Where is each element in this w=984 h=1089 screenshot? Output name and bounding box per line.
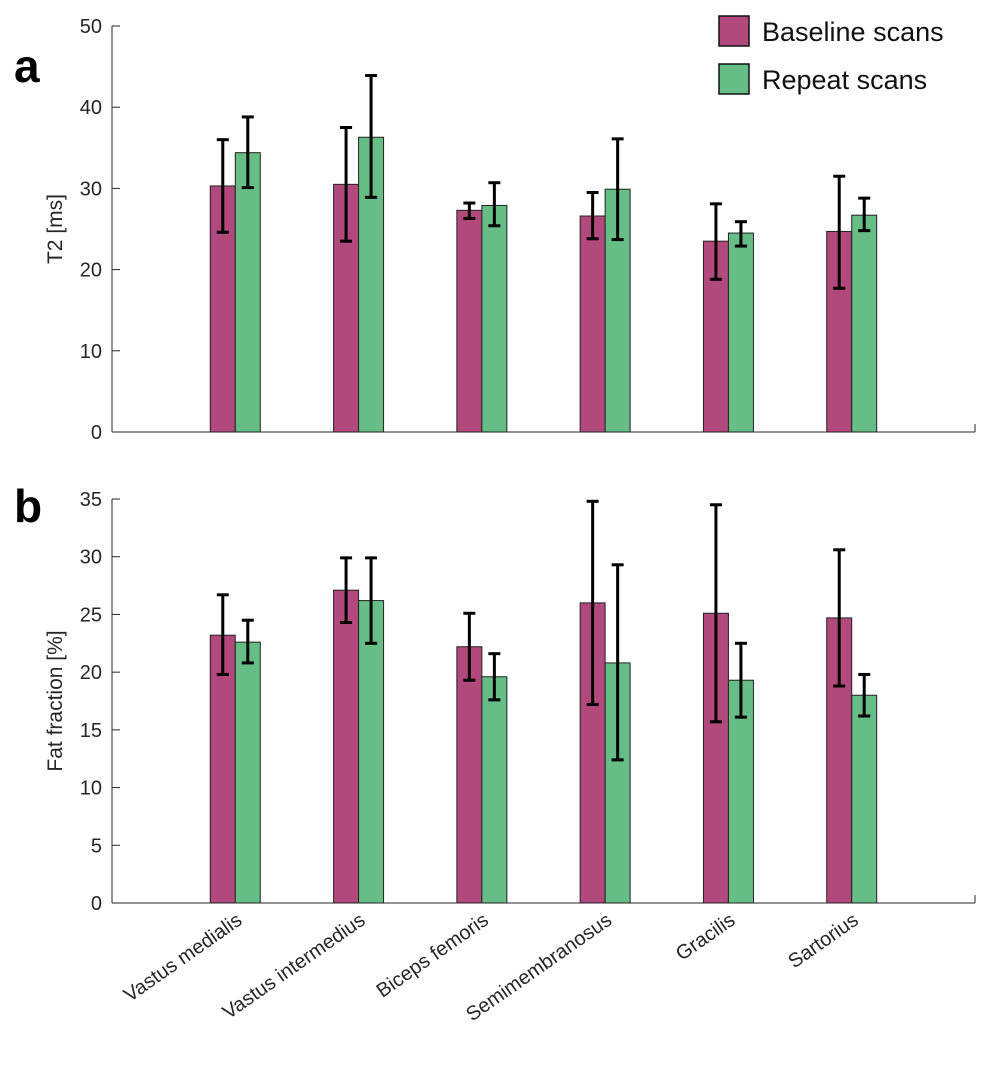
bar-baseline — [333, 589, 360, 904]
bar-repeat — [481, 204, 508, 433]
y-tick-label: 40 — [80, 97, 102, 119]
bar-repeat — [851, 694, 878, 904]
panel-label: b — [14, 480, 42, 532]
legend: Baseline scans Repeat scans — [718, 15, 944, 95]
chart-panel-a: 0 10 20 30 40 50 T2 [ms] a — [14, 16, 976, 444]
x-tick-label: Gracilis — [672, 909, 739, 965]
legend-swatch — [718, 15, 750, 47]
y-tick-label: 25 — [80, 604, 102, 626]
bar-baseline — [209, 634, 236, 904]
x-tick-label: Sartorius — [784, 909, 862, 973]
y-tick-label: 20 — [80, 662, 102, 684]
panel-label: a — [14, 40, 40, 92]
y-tick-label: 5 — [91, 835, 102, 857]
bar-repeat — [727, 232, 754, 433]
y-tick-label: 35 — [80, 489, 102, 511]
y-tick-label: 0 — [91, 422, 102, 444]
y-tick-label: 10 — [80, 341, 102, 363]
y-tick-label: 30 — [80, 547, 102, 569]
bar-baseline — [456, 209, 483, 433]
y-tick-label: 0 — [91, 893, 102, 915]
bar-baseline — [456, 646, 483, 904]
y-tick-label: 10 — [80, 778, 102, 800]
y-tick-label: 30 — [80, 178, 102, 200]
bar-baseline — [579, 215, 606, 433]
x-tick-label: Biceps femoris — [373, 909, 493, 1002]
y-axis-label: Fat fraction [%] — [44, 630, 67, 771]
legend-swatch — [718, 63, 750, 95]
x-tick-label: Vastus medialis — [120, 909, 246, 1007]
chart-panel-b: 0 5 10 15 20 25 30 35 Fat fraction [%] b Vastus me… — [14, 480, 976, 1026]
bar-repeat — [234, 641, 261, 904]
bar-repeat — [358, 600, 385, 904]
bar-repeat — [234, 152, 261, 433]
y-tick-label: 15 — [80, 720, 102, 742]
legend-label: Baseline scans — [762, 17, 944, 47]
legend-label: Repeat scans — [762, 65, 927, 95]
bar-repeat — [481, 676, 508, 904]
y-axis-label: T2 [ms] — [44, 194, 67, 264]
bar-repeat — [851, 214, 878, 433]
y-tick-label: 50 — [80, 16, 102, 38]
y-tick-label: 20 — [80, 260, 102, 282]
